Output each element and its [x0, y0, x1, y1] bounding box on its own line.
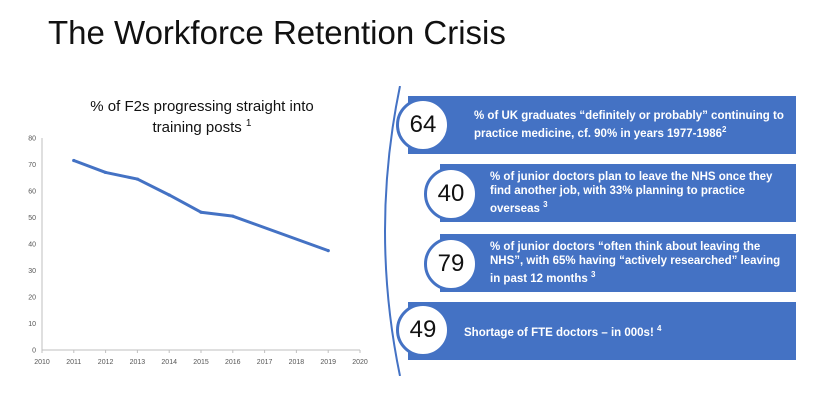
- stat-text-4: Shortage of FTE doctors – in 000s! 4: [464, 322, 786, 340]
- stat-panel-4: Shortage of FTE doctors – in 000s! 4: [408, 302, 796, 360]
- x-tick-label: 2019: [320, 359, 336, 366]
- chart-svg: 0 10 20 30 40 50 60 70 80 2010 2011 2012 2013 2014 201…: [28, 136, 368, 367]
- data-point: [167, 193, 171, 197]
- stat-panel-2: % of junior doctors plan to leave the NH…: [440, 164, 796, 222]
- data-point: [199, 210, 203, 214]
- stat-text-2-body: % of junior doctors plan to leave the NH…: [490, 171, 773, 215]
- chart-title-line1: % of F2s progressing straight into: [90, 98, 314, 115]
- stat-number-2: 40: [424, 167, 478, 221]
- x-tick-label: 2012: [98, 359, 114, 366]
- y-tick-label: 70: [28, 162, 36, 169]
- stat-panel-3: % of junior doctors “often think about l…: [440, 234, 796, 292]
- stat-text-3-body: % of junior doctors “often think about l…: [490, 241, 781, 285]
- chart-title-ref: 1: [245, 118, 252, 129]
- data-point: [104, 170, 108, 175]
- data-point: [72, 158, 76, 163]
- stat-number-1: 64: [396, 98, 450, 152]
- y-tick-label: 0: [32, 348, 36, 355]
- y-tick-label: 80: [28, 136, 36, 143]
- data-point: [231, 214, 235, 218]
- stat-ref-2: 3: [543, 200, 548, 210]
- y-tick-label: 60: [28, 189, 36, 196]
- stat-panel-1: % of UK graduates “definitely or probabl…: [408, 96, 796, 154]
- y-tick-label: 10: [28, 321, 36, 328]
- stat-ref-3: 3: [590, 270, 596, 280]
- series-line: [72, 159, 330, 253]
- y-tick-label: 50: [28, 215, 36, 222]
- stat-text-1-body: % of UK graduates “definitely or probabl…: [474, 110, 784, 140]
- stat-ref-1: 2: [722, 125, 727, 135]
- x-tick-label: 2017: [257, 359, 273, 366]
- data-point: [135, 177, 139, 181]
- line-chart: % of F2s progressing straight into train…: [0, 0, 380, 418]
- x-tick-label: 2016: [225, 359, 241, 366]
- slide-title: The Workforce Retention Crisis: [48, 14, 506, 51]
- data-point: [326, 249, 330, 253]
- stat-number-3: 79: [424, 237, 478, 291]
- chart-title-text: training posts: [152, 119, 242, 136]
- stat-text-2: % of junior doctors plan to leave the NH…: [490, 170, 786, 216]
- y-tick-label: 40: [28, 242, 36, 249]
- chart-title-line2: training posts 1: [52, 118, 352, 136]
- x-tick-label: 2018: [289, 359, 305, 366]
- stat-text-1: % of UK graduates “definitely or probabl…: [474, 109, 786, 141]
- stat-number-4: 49: [396, 303, 450, 357]
- y-tick-label: 20: [28, 295, 36, 302]
- x-tick-label: 2013: [130, 359, 146, 366]
- x-tick-label: 2020: [352, 359, 368, 366]
- x-tick-label: 2014: [161, 359, 177, 366]
- x-tick-label: 2011: [66, 359, 81, 366]
- y-tick-label: 30: [28, 268, 36, 275]
- stat-text-4-body: Shortage of FTE doctors – in 000s!: [464, 326, 654, 339]
- x-tick-label: 2015: [193, 359, 209, 366]
- stat-ref-4: 4: [657, 324, 662, 334]
- stat-text-3: % of junior doctors “often think about l…: [490, 240, 786, 286]
- connector-arc: [384, 86, 401, 376]
- x-tick-label: 2010: [34, 359, 50, 366]
